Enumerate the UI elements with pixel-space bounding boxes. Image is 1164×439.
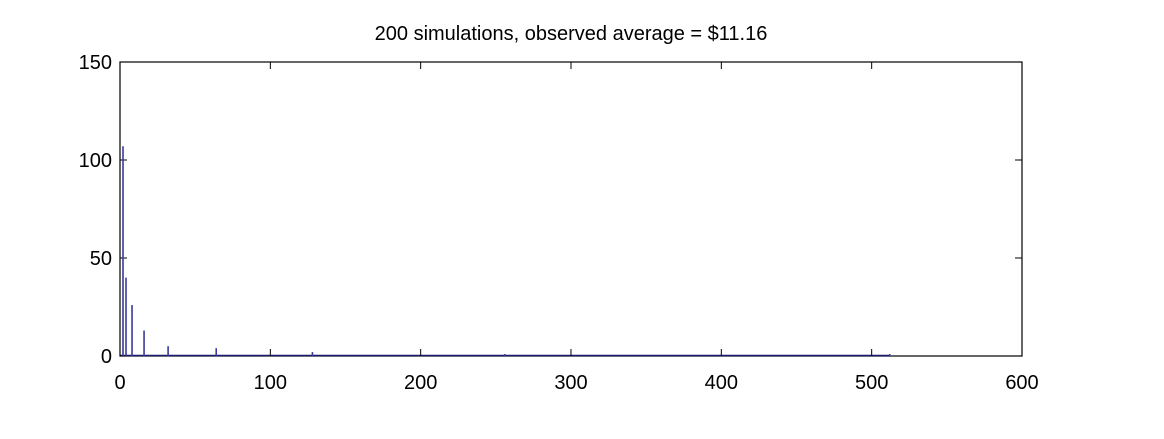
chart-title: 200 simulations, observed average = $11.…: [375, 23, 768, 45]
y-tick-label: 50: [90, 248, 112, 270]
x-tick-label: 600: [1005, 372, 1038, 394]
y-tick-label: 100: [79, 150, 112, 172]
x-tick-label: 500: [855, 372, 888, 394]
y-tick-label: 150: [79, 52, 112, 74]
x-tick-label: 200: [404, 372, 437, 394]
x-tick-label: 400: [705, 372, 738, 394]
x-tick-label: 300: [554, 372, 587, 394]
y-tick-label: 0: [101, 346, 112, 368]
x-axis-ticks: 0 100 200 300 400 500 600: [114, 62, 1039, 394]
x-tick-label: 100: [254, 372, 287, 394]
y-axis-ticks: 0 50 100 150: [79, 52, 1022, 368]
x-tick-label: 0: [114, 372, 125, 394]
plot-area: [119, 61, 1023, 357]
bar-series: [122, 146, 891, 356]
